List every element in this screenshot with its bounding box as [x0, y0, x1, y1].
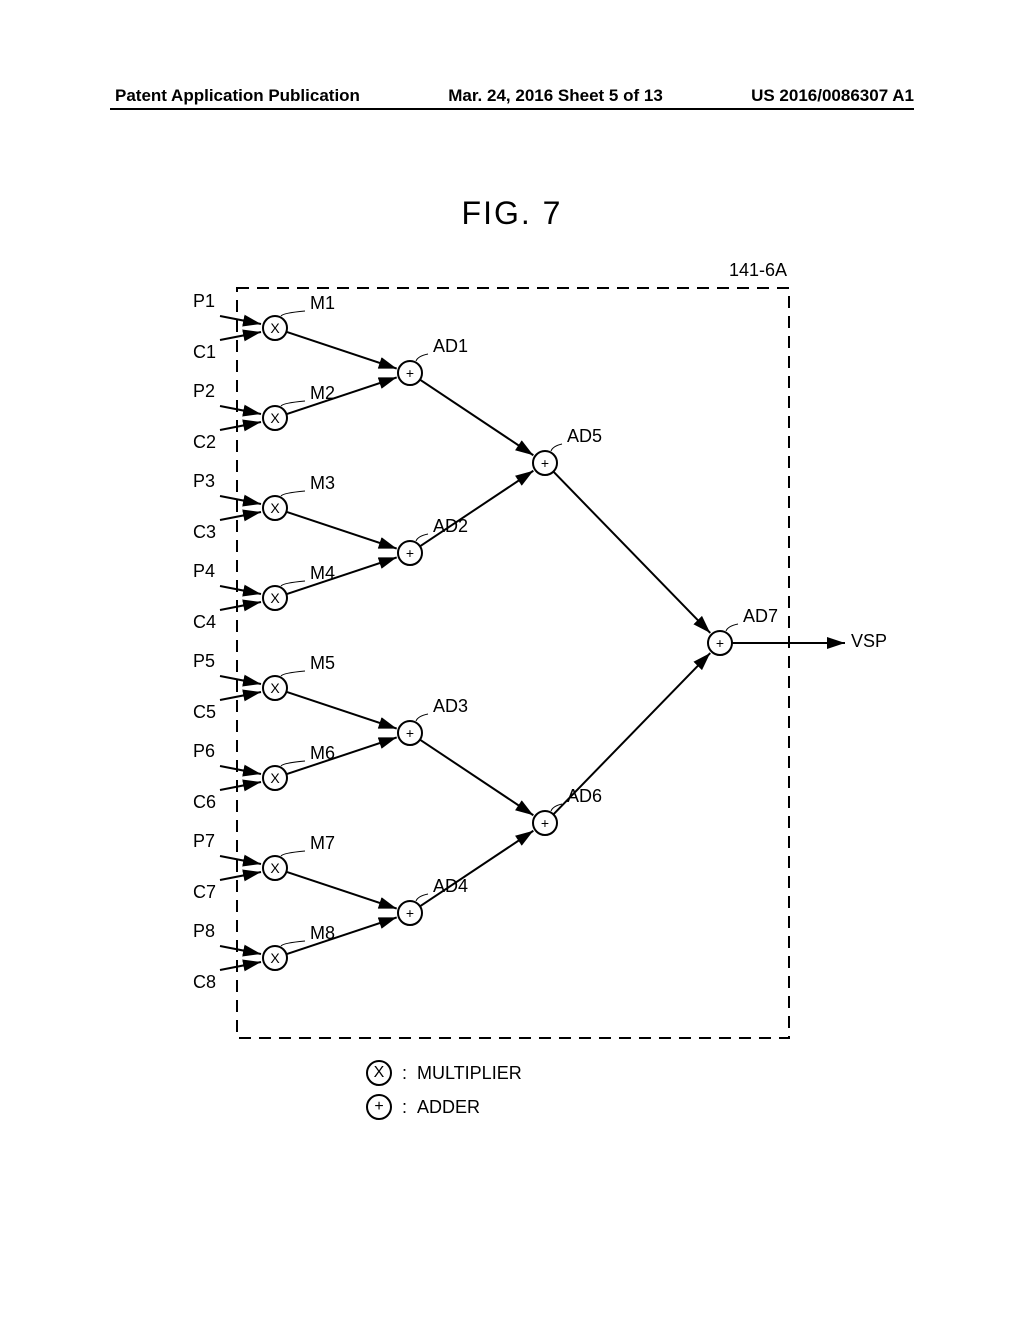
- input-p-M8: P8: [193, 921, 215, 942]
- adder-label-AD1: AD1: [433, 336, 468, 357]
- input-c-M2: C2: [193, 432, 216, 453]
- multiplier-label-M1: M1: [310, 293, 335, 314]
- svg-text:+: +: [406, 725, 414, 741]
- input-p-M4: P4: [193, 561, 215, 582]
- svg-text:+: +: [406, 545, 414, 561]
- adder-label-AD7: AD7: [743, 606, 778, 627]
- svg-text:X: X: [270, 860, 280, 876]
- header-right: US 2016/0086307 A1: [751, 86, 914, 106]
- svg-text:X: X: [270, 410, 280, 426]
- legend-colon: :: [402, 1097, 407, 1118]
- multiplier-label-M5: M5: [310, 653, 335, 674]
- header-center: Mar. 24, 2016 Sheet 5 of 13: [448, 86, 663, 106]
- input-p-M6: P6: [193, 741, 215, 762]
- multiplier-label-M8: M8: [310, 923, 335, 944]
- input-p-M2: P2: [193, 381, 215, 402]
- diagram-area: X X X X X X X X + + + + + + + 141-6A M1 P1 C1 M2 P2 C2 M3 P3 C3…: [165, 258, 865, 1048]
- svg-text:X: X: [270, 770, 280, 786]
- input-c-M4: C4: [193, 612, 216, 633]
- multiplier-label-M3: M3: [310, 473, 335, 494]
- adder-label-AD5: AD5: [567, 426, 602, 447]
- input-p-M3: P3: [193, 471, 215, 492]
- legend-row-adder: + : ADDER: [366, 1094, 522, 1120]
- multiplier-label-M6: M6: [310, 743, 335, 764]
- diagram-svg: X X X X X X X X + + + + + + +: [165, 258, 865, 1058]
- svg-text:X: X: [270, 500, 280, 516]
- adder-label-AD6: AD6: [567, 786, 602, 807]
- input-c-M6: C6: [193, 792, 216, 813]
- box-label: 141-6A: [729, 260, 787, 281]
- svg-text:X: X: [270, 320, 280, 336]
- legend-colon: :: [402, 1063, 407, 1084]
- input-p-M1: P1: [193, 291, 215, 312]
- input-p-M5: P5: [193, 651, 215, 672]
- figure-title: FIG. 7: [0, 195, 1024, 232]
- input-c-M8: C8: [193, 972, 216, 993]
- legend-row-multiplier: X : MULTIPLIER: [366, 1060, 522, 1086]
- svg-text:X: X: [270, 950, 280, 966]
- multiplier-label-M2: M2: [310, 383, 335, 404]
- svg-text:+: +: [406, 905, 414, 921]
- svg-text:X: X: [270, 590, 280, 606]
- multiplier-label-M4: M4: [310, 563, 335, 584]
- output-label: VSP: [851, 631, 887, 652]
- header-divider: [110, 108, 914, 110]
- svg-text:X: X: [270, 680, 280, 696]
- input-c-M7: C7: [193, 882, 216, 903]
- legend-adder-label: ADDER: [417, 1097, 480, 1118]
- adder-label-AD4: AD4: [433, 876, 468, 897]
- multiplier-label-M7: M7: [310, 833, 335, 854]
- input-c-M1: C1: [193, 342, 216, 363]
- input-c-M5: C5: [193, 702, 216, 723]
- svg-text:+: +: [716, 635, 724, 651]
- adder-label-AD3: AD3: [433, 696, 468, 717]
- adder-label-AD2: AD2: [433, 516, 468, 537]
- header-left: Patent Application Publication: [115, 86, 360, 106]
- svg-text:+: +: [406, 365, 414, 381]
- svg-text:+: +: [541, 815, 549, 831]
- multiplier-icon: X: [366, 1060, 392, 1086]
- adder-icon: +: [366, 1094, 392, 1120]
- input-c-M3: C3: [193, 522, 216, 543]
- legend-multiplier-label: MULTIPLIER: [417, 1063, 522, 1084]
- legend: X : MULTIPLIER + : ADDER: [366, 1060, 522, 1128]
- svg-text:+: +: [541, 455, 549, 471]
- input-p-M7: P7: [193, 831, 215, 852]
